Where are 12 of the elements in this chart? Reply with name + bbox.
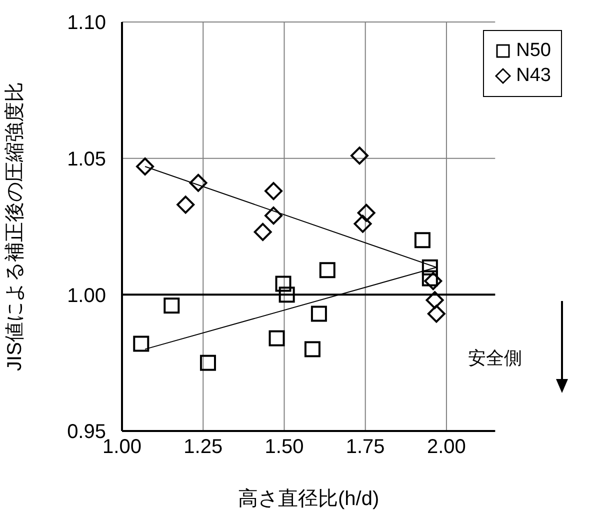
x-axis-title: 高さ直径比(h/d) — [238, 487, 380, 510]
legend-label: N50 — [516, 40, 551, 62]
legend-label: N43 — [516, 65, 551, 87]
x-tick-label: 1.25 — [184, 436, 223, 458]
y-tick-label: 1.00 — [67, 284, 106, 307]
y-tick-label: 1.10 — [67, 12, 106, 34]
y-axis-title: JIS値による補正後の圧縮強度比 — [4, 82, 26, 371]
x-tick-label: 1.50 — [264, 436, 304, 458]
x-tick-label: 2.00 — [427, 436, 466, 458]
y-tick-label: 1.05 — [67, 148, 106, 170]
x-tick-label: 1.75 — [346, 436, 385, 458]
annotation: 安全側 — [468, 344, 522, 372]
